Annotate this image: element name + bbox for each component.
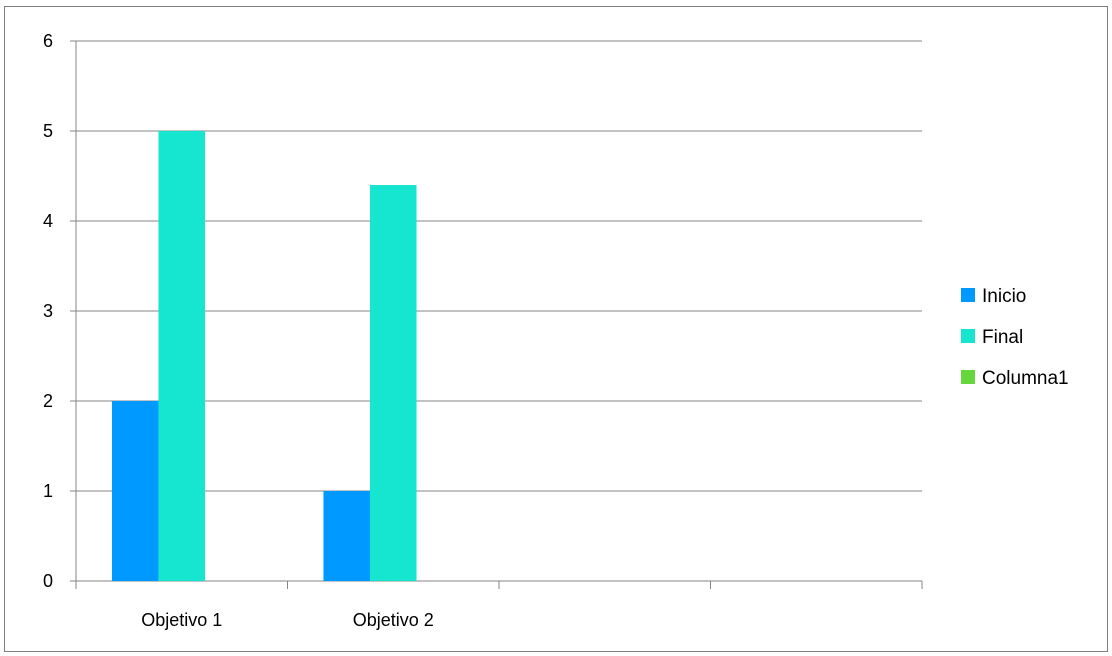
bar-inicio-1 [323,491,370,581]
x-category-label-1: Objetivo 2 [353,610,434,630]
legend-label-final: Final [982,327,1023,348]
y-tick-label-1: 1 [43,481,53,501]
y-tick-label-2: 2 [43,391,53,411]
bar-inicio-0 [111,401,159,581]
legend-label-inicio: Inicio [982,286,1026,307]
legend-label-columna1: Columna1 [982,368,1069,389]
y-tick-label-3: 3 [43,301,53,321]
legend-swatch-inicio [961,288,975,302]
legend-swatch-final [961,329,975,343]
x-category-label-0: Objetivo 1 [141,610,222,630]
bar-final-0 [158,131,206,581]
y-tick-label-4: 4 [43,211,53,231]
y-tick-label-0: 0 [43,571,53,591]
y-tick-label-5: 5 [43,121,53,141]
y-tick-label-6: 6 [43,31,53,51]
bar-final-1 [369,185,417,581]
legend-swatch-columna1 [961,370,975,384]
